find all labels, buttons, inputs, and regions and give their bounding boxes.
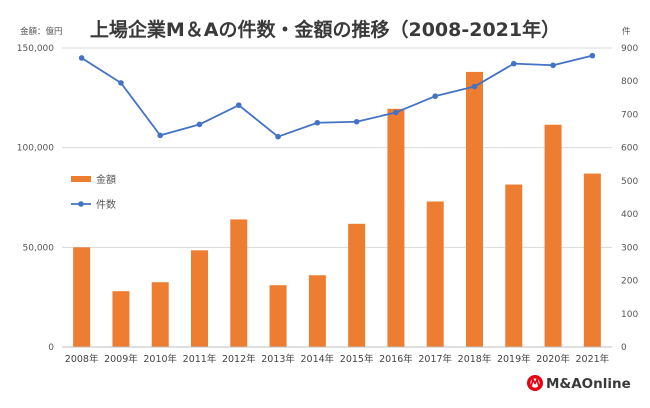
- right-axis-tick: 200: [621, 277, 638, 287]
- x-axis-tick: 2021年: [576, 353, 610, 365]
- legend: 金額 件数: [71, 173, 116, 211]
- x-axis-tick: 2020年: [536, 353, 570, 365]
- bar-amount-2014年: [308, 275, 326, 347]
- count-line: [81, 54, 593, 138]
- x-axis-tick: 2014年: [301, 353, 335, 365]
- right-axis-tick: 500: [621, 177, 638, 187]
- bar-amount-2013年: [269, 285, 287, 347]
- bar-amount-2017年: [426, 201, 444, 347]
- right-axis-tick: 800: [621, 77, 638, 87]
- count-point-2013年: [275, 133, 281, 140]
- line-series: [78, 52, 596, 140]
- count-point-2012年: [235, 102, 242, 108]
- count-point-2015年: [353, 118, 360, 125]
- bar-amount-2008年: [73, 247, 91, 347]
- x-axis-tick: 2018年: [458, 353, 492, 365]
- bar-series: [73, 71, 601, 348]
- legend-count-marker: [78, 201, 84, 207]
- chart-title: 上場企業M＆Aの件数・金額の推移（2008-2021年）: [90, 18, 560, 41]
- count-point-2016年: [393, 109, 399, 116]
- bar-amount-2019年: [505, 184, 523, 347]
- ma-online-logo: M&AOnline: [527, 375, 631, 392]
- legend-amount-label: 金額: [96, 173, 116, 186]
- bar-amount-2009年: [112, 291, 130, 347]
- x-axis-tick: 2017年: [418, 353, 452, 365]
- bar-amount-2016年: [387, 108, 405, 348]
- right-axis-unit: 件: [622, 26, 631, 37]
- bar-amount-2010年: [151, 282, 169, 347]
- right-axis-tick: 300: [621, 243, 638, 253]
- left-axis-tick: 50,000: [23, 243, 55, 253]
- x-axis-tick: 2019年: [497, 353, 531, 365]
- count-point-2020年: [550, 62, 556, 69]
- bar-amount-2011年: [191, 250, 208, 347]
- left-axis-tick: 150,000: [17, 44, 54, 54]
- x-axis-tick: 2008年: [65, 353, 99, 365]
- bar-amount-2012年: [230, 219, 248, 347]
- bar-amount-2020年: [544, 124, 562, 347]
- axes: 0 50,000 100,000 150,000 0 100 200 300 400 500 600…: [17, 44, 639, 365]
- left-axis-unit: 金額：億円: [20, 26, 63, 37]
- legend-amount-swatch: [71, 176, 91, 182]
- x-axis-tick: 2010年: [143, 353, 177, 365]
- logo-text: M&AOnline: [546, 376, 631, 392]
- x-axis-tick: 2009年: [104, 353, 138, 365]
- right-axis-tick: 100: [621, 310, 638, 320]
- bar-amount-2018年: [466, 71, 483, 348]
- left-axis-tick: 100,000: [17, 144, 54, 154]
- right-axis-tick: 0: [621, 343, 627, 353]
- count-point-2010年: [157, 132, 164, 139]
- right-axis-tick: 400: [621, 210, 638, 220]
- right-axis-tick: 600: [621, 144, 638, 154]
- legend-count-label: 件数: [96, 198, 116, 211]
- gridlines: [62, 47, 612, 248]
- right-axis-tick: 700: [621, 110, 638, 120]
- count-point-2018年: [471, 83, 478, 90]
- count-point-2014年: [314, 119, 321, 126]
- x-axis-tick: 2016年: [379, 353, 413, 365]
- count-point-2011年: [196, 121, 203, 128]
- bar-amount-2015年: [348, 223, 366, 347]
- left-axis-tick: 0: [48, 343, 54, 353]
- x-axis-tick: 2015年: [340, 353, 374, 365]
- x-axis-tick: 2013年: [261, 353, 295, 365]
- count-point-2019年: [510, 60, 517, 67]
- count-point-2017年: [432, 93, 439, 99]
- count-point-2009年: [118, 80, 124, 86]
- right-axis-tick: 900: [621, 44, 638, 54]
- count-point-2008年: [78, 55, 85, 61]
- x-axis-tick: 2011年: [183, 353, 217, 365]
- count-point-2021年: [589, 52, 596, 59]
- x-axis-tick: 2012年: [222, 353, 256, 365]
- bar-amount-2021年: [583, 173, 601, 347]
